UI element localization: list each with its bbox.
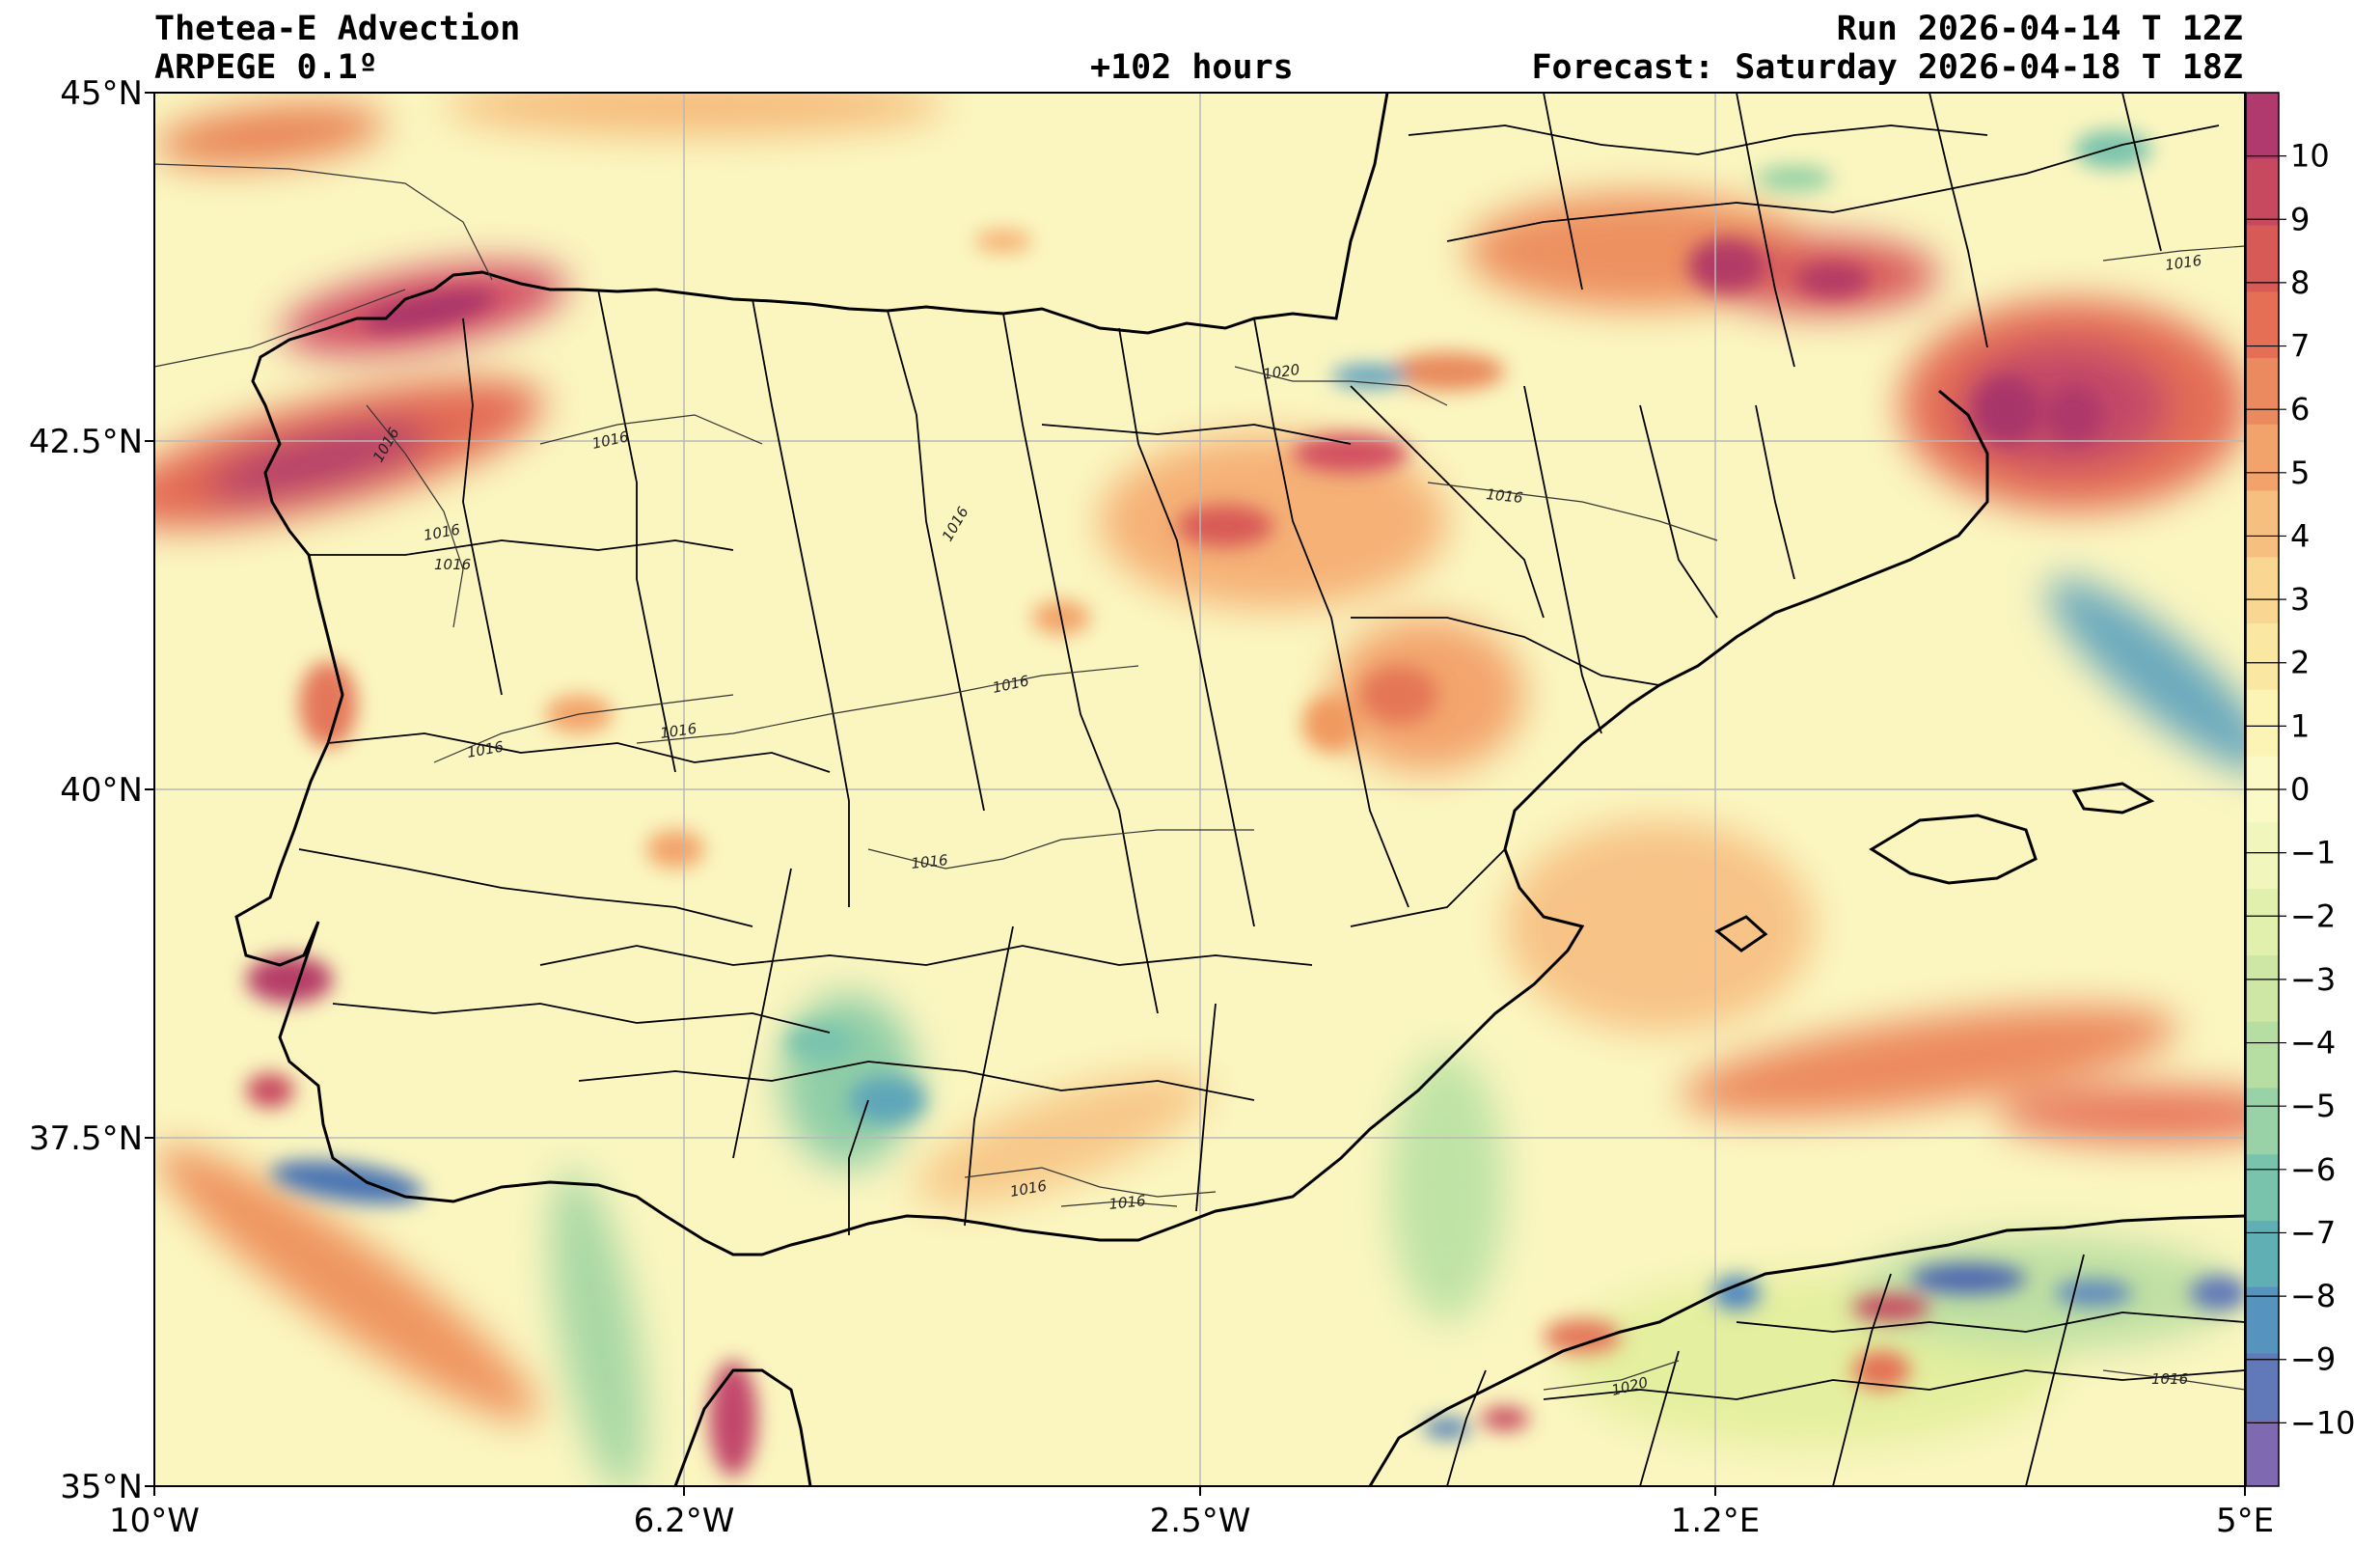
colorbar-band [2246, 291, 2279, 359]
menorca-coast [2071, 782, 2155, 814]
colorbar-band [2246, 1154, 2279, 1222]
isobar-label: 1020 [1262, 361, 1300, 383]
colorbar-tick-label: −8 [2290, 1278, 2336, 1314]
colorbar-tick-label: 5 [2290, 455, 2310, 491]
colorbar-band [2246, 954, 2279, 1023]
colorbar-band [2246, 1286, 2279, 1354]
colorbar-band [2246, 424, 2279, 492]
colorbar-band [2246, 1088, 2279, 1155]
colorbar-tick-label: −2 [2290, 897, 2336, 934]
france-coast [1384, 93, 1387, 95]
colorbar-band [2246, 689, 2279, 758]
ibiza-coast [1714, 915, 1768, 952]
isobar-label: 1016 [434, 556, 471, 573]
lon-tick-label: 2.5°W [1150, 1502, 1251, 1540]
colorbar-tick-label: 7 [2290, 328, 2310, 365]
lat-tick-label: 45°N [60, 74, 143, 113]
colorbar-band [2246, 1420, 2279, 1487]
coastlines [234, 93, 2245, 1486]
isobar-label: 1016 [659, 720, 698, 742]
colorbar-tick-label: 2 [2290, 645, 2310, 681]
run-label: Run 2026-04-14 T 12Z [1836, 10, 2243, 48]
colorbar-band [2246, 158, 2279, 227]
colorbar-tick-label: −6 [2290, 1151, 2336, 1188]
colorbar-band [2246, 93, 2279, 160]
mallorca-coast [1869, 814, 2038, 885]
model-label: ARPEGE 0.1º [154, 48, 378, 87]
grid-lines [154, 93, 2245, 1486]
algeria-coast [1368, 1214, 2245, 1486]
lat-tick-label: 40°N [60, 771, 143, 810]
regional-borders [298, 93, 2245, 1486]
map-plot-area[interactable]: 1016 1016 1016 1016 1016 1016 1016 1020 … [100, 77, 2306, 1500]
isobar-labels: 1016 1016 1016 1016 1016 1016 1016 1020 … [369, 252, 2202, 1399]
colorbar-band [2246, 225, 2279, 292]
longitude-axis: 10°W 6.2°W 2.5°W 1.2°E 5°E [109, 1486, 2274, 1540]
colorbar-tick-label: 4 [2290, 517, 2310, 554]
forecast-label: Forecast: Saturday 2026-04-18 T 18Z [1531, 48, 2243, 87]
lat-tick-label: 42.5°N [29, 423, 143, 461]
lon-tick-label: 5°E [2216, 1502, 2274, 1540]
colorbar-tick-label: 0 [2290, 771, 2310, 808]
colorbar-tick-label: 10 [2290, 138, 2330, 175]
colorbar-tick-label: 8 [2290, 264, 2310, 301]
lon-tick-label: 10°W [109, 1502, 200, 1540]
colorbar-band [2246, 557, 2279, 624]
isobar-label: 1016 [2164, 252, 2202, 274]
iberia-coast [234, 93, 1989, 1256]
colorbar-band [2246, 1021, 2279, 1089]
colorbar-tick-label: −10 [2290, 1404, 2356, 1441]
advection-field-detail [246, 130, 2245, 1477]
colorbar-tick-label: −3 [2290, 961, 2336, 998]
chart-title: Thetea-E Advection [154, 10, 521, 48]
colorbar-tick-label: −9 [2290, 1341, 2336, 1378]
isobar-label: 1016 [911, 851, 949, 872]
isobars [154, 163, 2245, 1391]
lon-tick-label: 6.2°W [634, 1502, 735, 1540]
isobar-label: 1016 [2151, 1370, 2188, 1388]
colorbar-band [2246, 889, 2279, 956]
isobar-label: 1016 [1108, 1192, 1147, 1213]
colorbar-band [2246, 490, 2279, 558]
lon-tick-label: 1.2°E [1671, 1502, 1761, 1540]
isobar-label: 1016 [1486, 485, 1524, 507]
lat-tick-label: 37.5°N [29, 1119, 143, 1158]
colorbar-band [2246, 1353, 2279, 1421]
lead-time-label: +102 hours [1090, 48, 1294, 87]
colorbar-tick-label: 3 [2290, 581, 2310, 618]
lat-tick-label: 35°N [60, 1468, 143, 1506]
colorbar-tick-label: −4 [2290, 1025, 2336, 1062]
colorbar-band [2246, 358, 2279, 426]
colorbar-tick-label: −7 [2290, 1214, 2336, 1251]
colorbar-tick-label: 6 [2290, 391, 2310, 428]
colorbar-tick-label: 9 [2290, 201, 2310, 237]
colorbar-band [2246, 623, 2279, 691]
africa-coast [673, 1368, 812, 1486]
colorbar-tick-label: 1 [2290, 707, 2310, 744]
colorbar-tick-label: −5 [2290, 1088, 2336, 1124]
colorbar-band [2246, 822, 2279, 890]
colorbar-band [2246, 1220, 2279, 1288]
latitude-axis: 45°N 42.5°N 40°N 37.5°N 35°N [29, 74, 154, 1506]
colorbar-tick-label: −1 [2290, 835, 2336, 871]
